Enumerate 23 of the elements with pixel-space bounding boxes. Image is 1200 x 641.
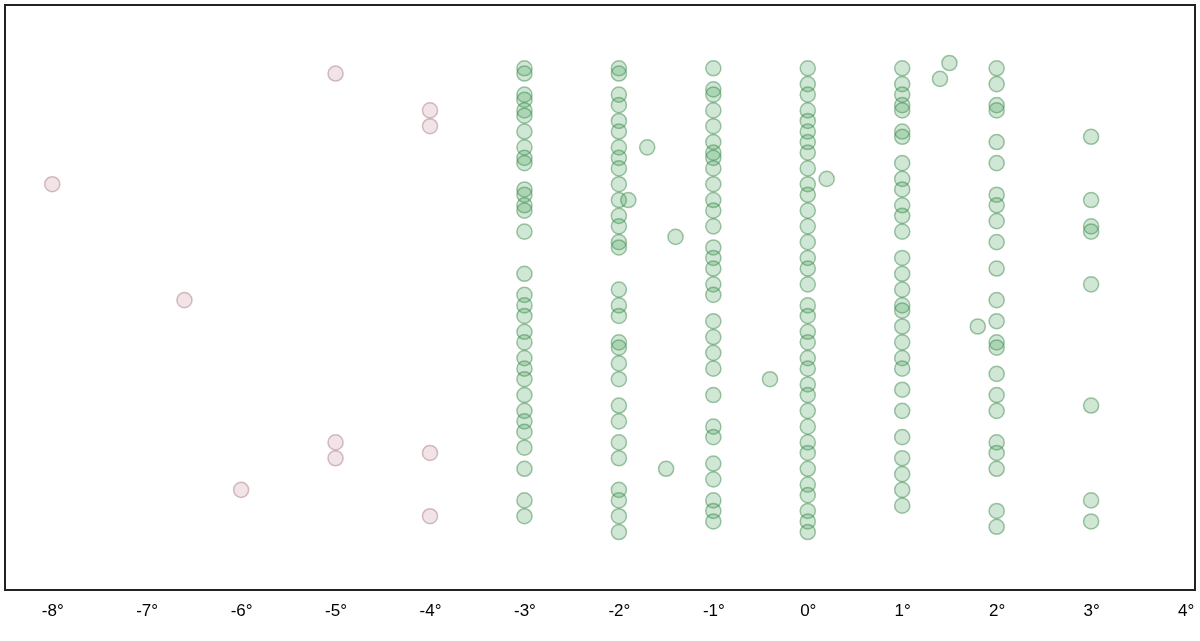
x-tick-label: 2° [989, 601, 1006, 621]
x-tick-label: -2° [608, 601, 631, 621]
x-tick-label: -8° [41, 601, 64, 621]
point [421, 117, 439, 135]
x-tick-label: 3° [1083, 601, 1100, 621]
x-tick-label: -7° [136, 601, 159, 621]
x-tick-label: 1° [894, 601, 911, 621]
point [43, 175, 61, 193]
point [327, 65, 344, 82]
point [327, 434, 344, 451]
x-tick-label: -6° [230, 601, 253, 621]
x-tick-label: 0° [800, 601, 817, 621]
point [176, 291, 193, 309]
point [232, 481, 250, 499]
x-tick-label: -5° [325, 601, 348, 621]
x-tick-label: -1° [702, 601, 725, 621]
point [421, 102, 439, 119]
x-tick-label: -4° [419, 601, 442, 621]
x-tick-label: -3° [513, 601, 536, 621]
point [421, 507, 439, 525]
x-tick-label: 4° [1177, 601, 1195, 621]
point [421, 444, 439, 462]
point [327, 449, 344, 467]
